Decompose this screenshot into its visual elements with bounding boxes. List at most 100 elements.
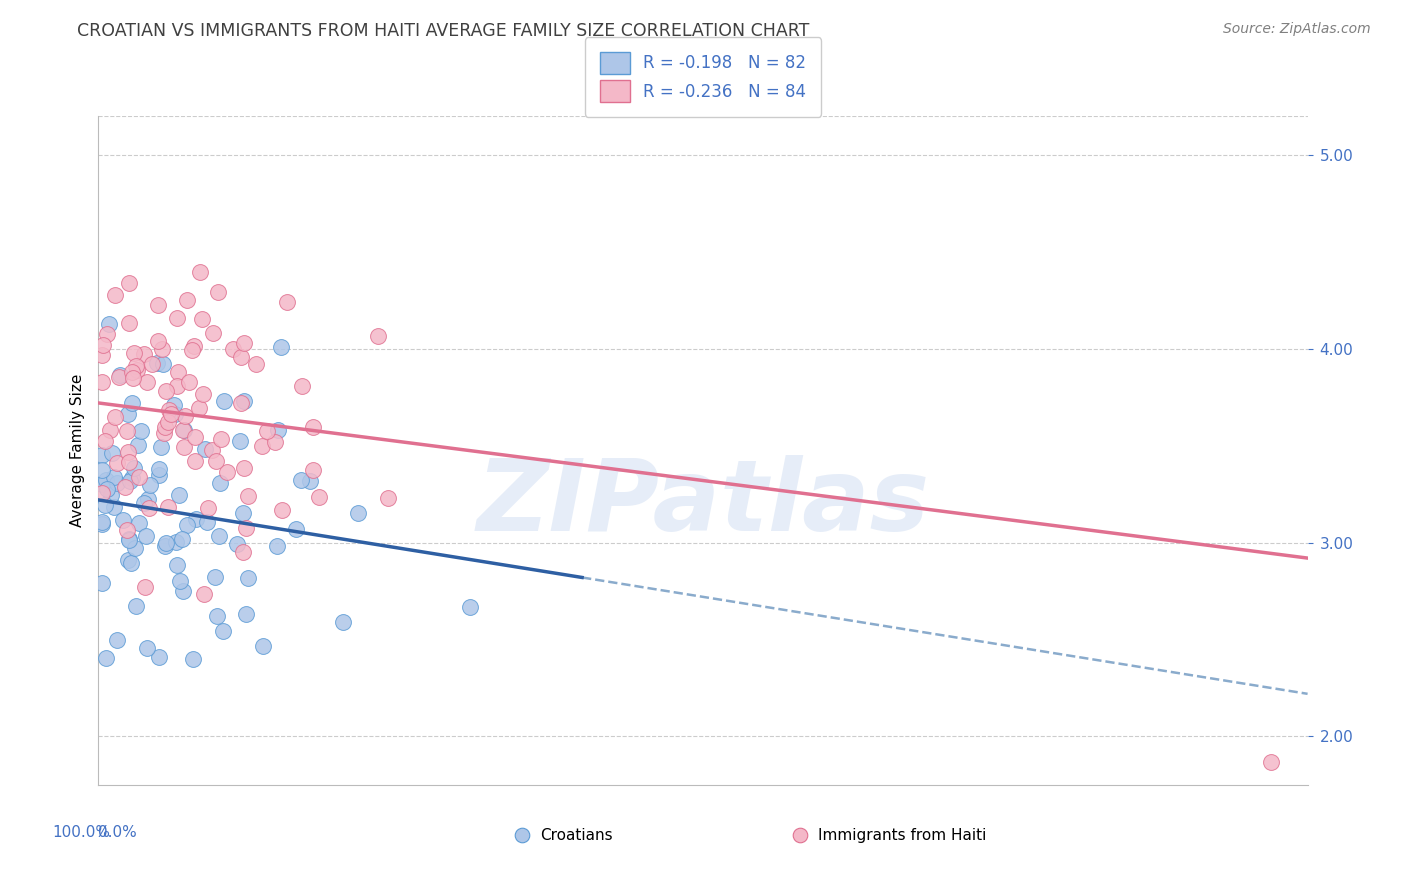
Point [148, 468, 170, 483]
Point [108, 369, 131, 384]
Point [124, 346, 146, 360]
Point [121, 396, 143, 410]
Text: CROATIAN VS IMMIGRANTS FROM HAITI AVERAGE FAMILY SIZE CORRELATION CHART: CROATIAN VS IMMIGRANTS FROM HAITI AVERAG… [77, 22, 810, 40]
Point [212, 394, 235, 409]
Point [138, 501, 160, 516]
Point [94, 434, 117, 449]
Point [134, 347, 156, 361]
Point [121, 365, 143, 379]
Point [103, 470, 125, 484]
Point [101, 446, 124, 460]
Point [165, 407, 187, 421]
Point [225, 537, 247, 551]
Point [367, 329, 389, 343]
Point [166, 379, 188, 393]
Point [134, 580, 156, 594]
Point [231, 351, 253, 365]
Point [117, 407, 139, 421]
Point [204, 570, 226, 584]
Point [347, 506, 370, 520]
Point [118, 277, 141, 291]
Point [94, 498, 117, 512]
Point [298, 475, 321, 489]
Point [195, 515, 218, 529]
Point [197, 501, 219, 516]
Text: Immigrants from Haiti: Immigrants from Haiti [818, 828, 986, 843]
Point [124, 461, 146, 475]
Point [91, 486, 114, 500]
Point [188, 401, 211, 416]
Point [267, 423, 290, 437]
Point [458, 599, 481, 614]
Point [232, 461, 254, 475]
Point [129, 425, 152, 439]
Text: 0.0%: 0.0% [98, 825, 138, 840]
Point [100, 424, 122, 438]
Point [135, 529, 157, 543]
Point [170, 532, 193, 546]
Point [264, 434, 287, 449]
Point [91, 463, 114, 477]
Point [193, 587, 215, 601]
Point [100, 488, 122, 502]
Point [284, 522, 307, 536]
Point [209, 476, 232, 491]
Point [290, 473, 312, 487]
Point [229, 434, 252, 448]
Point [169, 574, 191, 588]
Point [215, 465, 238, 479]
Point [212, 624, 235, 638]
Point [120, 474, 142, 488]
Point [117, 445, 139, 459]
Point [148, 462, 170, 476]
Point [165, 534, 187, 549]
Point [332, 615, 354, 630]
Point [167, 488, 190, 502]
Point [136, 492, 159, 507]
Point [150, 343, 173, 357]
Point [146, 334, 169, 348]
Point [176, 293, 198, 307]
Point [252, 639, 274, 653]
Point [91, 347, 114, 361]
Point [236, 489, 259, 503]
Point [174, 409, 197, 423]
Point [111, 513, 134, 527]
Point [141, 357, 163, 371]
Point [91, 448, 114, 462]
Point [155, 384, 177, 398]
Point [136, 375, 159, 389]
Point [166, 310, 188, 325]
Text: ZIPatlas: ZIPatlas [477, 456, 929, 552]
Point [156, 415, 179, 429]
Point [118, 316, 141, 330]
Point [157, 500, 180, 515]
Point [186, 512, 208, 526]
Point [235, 521, 257, 535]
Point [201, 442, 224, 457]
Point [160, 407, 183, 421]
Point [153, 419, 176, 434]
Point [114, 480, 136, 494]
Point [104, 409, 127, 424]
Text: Source: ZipAtlas.com: Source: ZipAtlas.com [1223, 22, 1371, 37]
Point [91, 516, 114, 531]
Point [125, 363, 148, 377]
Point [377, 491, 399, 505]
Point [245, 357, 267, 371]
Point [97, 318, 120, 332]
Point [149, 441, 172, 455]
Point [96, 327, 118, 342]
Text: Croatians: Croatians [540, 828, 613, 843]
Point [256, 424, 278, 438]
Point [125, 599, 148, 613]
Point [181, 343, 204, 358]
Point [271, 503, 294, 517]
Point [205, 454, 228, 468]
Point [302, 463, 325, 477]
Point [153, 426, 176, 441]
Point [155, 536, 177, 550]
Point [222, 343, 245, 357]
Point [233, 394, 256, 409]
Point [124, 359, 146, 373]
